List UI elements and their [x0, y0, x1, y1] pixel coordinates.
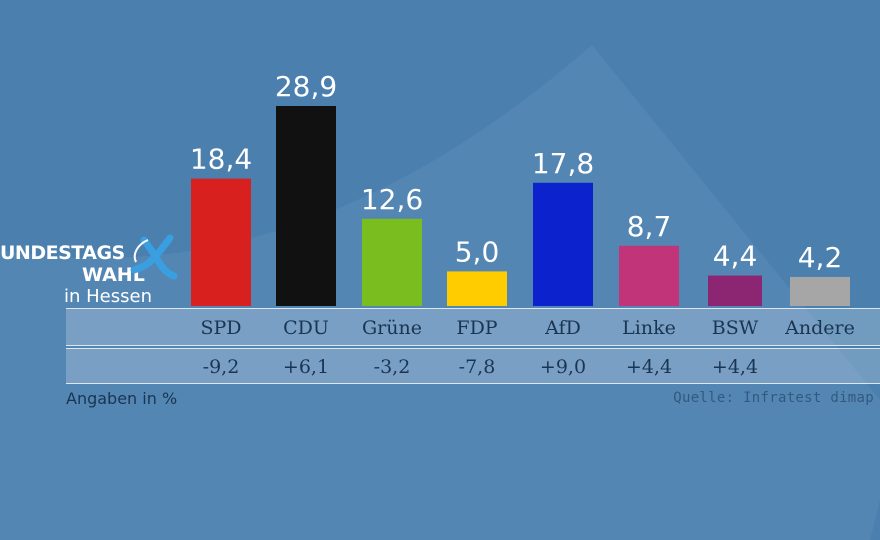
background-shape	[0, 45, 880, 540]
bar-gr-ne	[362, 218, 422, 306]
bar-linke	[619, 245, 679, 306]
x-mark-icon	[130, 234, 178, 280]
value-label-linke: 8,7	[627, 210, 672, 243]
value-label-spd: 18,4	[190, 143, 252, 176]
change-band	[66, 348, 880, 384]
category-label-andere: Andere	[784, 317, 855, 339]
category-label-afd: AfD	[544, 317, 581, 339]
change-label-cdu: +6,1	[283, 356, 329, 378]
bar-spd	[191, 178, 251, 306]
category-label-gr-ne: Grüne	[362, 317, 422, 339]
category-label-spd: SPD	[200, 317, 241, 339]
bar-cdu	[276, 106, 336, 306]
change-label-afd: +9,0	[540, 356, 586, 378]
bar-afd	[533, 182, 593, 306]
bar-andere	[790, 276, 850, 306]
category-label-bsw: BSW	[712, 317, 759, 339]
value-label-bsw: 4,4	[713, 240, 758, 273]
category-label-linke: Linke	[622, 317, 676, 339]
change-label-spd: -9,2	[203, 356, 240, 378]
unit-footnote: Angaben in %	[66, 389, 178, 408]
category-label-fdp: FDP	[456, 317, 497, 339]
value-label-cdu: 28,9	[275, 70, 337, 103]
election-logo: UNDESTAGS WAHL in Hessen	[0, 234, 180, 314]
source-note: Quelle: Infratest dimap	[673, 390, 874, 406]
change-label-gr-ne: -3,2	[374, 356, 411, 378]
logo-line-2: WAHL	[82, 264, 145, 286]
party-names-band	[66, 308, 880, 346]
value-label-fdp: 5,0	[455, 235, 500, 268]
category-label-cdu: CDU	[283, 317, 329, 339]
bar-bsw	[708, 275, 762, 306]
bar-fdp	[447, 271, 507, 306]
value-label-andere: 4,2	[798, 241, 843, 274]
change-label-fdp: -7,8	[459, 356, 496, 378]
value-label-afd: 17,8	[532, 147, 594, 180]
value-label-gr-ne: 12,6	[361, 183, 423, 216]
logo-line-1: UNDESTAGS	[0, 242, 125, 264]
change-label-linke: +4,4	[626, 356, 672, 378]
logo-line-3: in Hessen	[64, 286, 152, 307]
change-label-bsw: +4,4	[712, 356, 758, 378]
